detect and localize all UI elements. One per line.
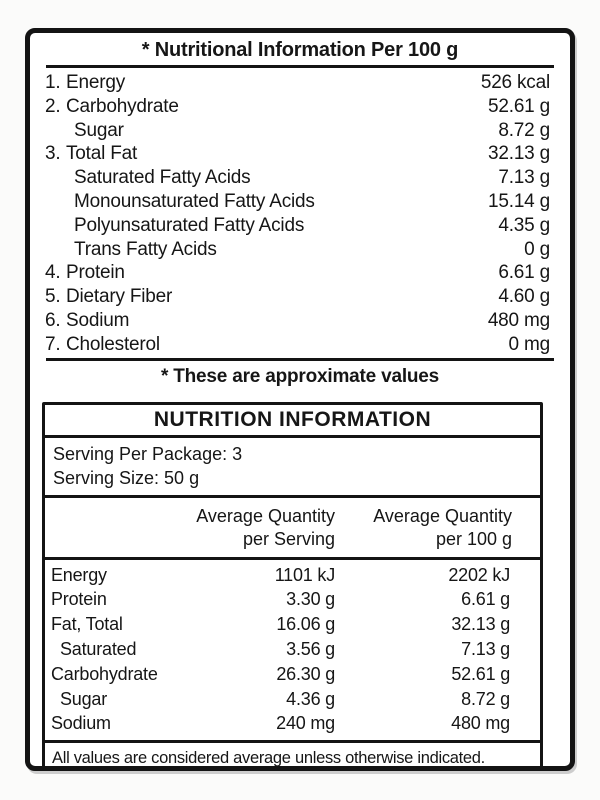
- nutrient-name: Protein: [66, 262, 125, 284]
- nutrient-value: 0 g: [524, 238, 550, 260]
- nutrient-row-cholesterol: 7. Cholesterol 0 mg: [45, 333, 550, 357]
- table-body: Energy 1101 kJ 2202 kJ Protein 3.30 g 6.…: [45, 560, 540, 741]
- footnote-divider: [46, 357, 554, 361]
- serving-info: Serving Per Package: 3 Serving Size: 50 …: [45, 438, 540, 498]
- column-header-per-100g: Average Quantity per 100 g: [373, 505, 512, 549]
- nutrient-row-protein: 4. Protein 6.61 g: [45, 261, 550, 285]
- row-per-serving-value: 240 mg: [276, 713, 335, 734]
- row-name: Carbohydrate: [51, 663, 158, 684]
- nutrient-name: Energy: [66, 72, 126, 93]
- table-row-sodium: Sodium 240 mg 480 mg: [45, 711, 540, 736]
- table-footer-note: All values are considered average unless…: [45, 740, 540, 766]
- nutrient-number: 2.: [45, 95, 61, 117]
- nutrient-row-total-fat: 3. Total Fat 32.13 g: [45, 142, 550, 166]
- nutrient-value: 7.13 g: [498, 167, 550, 189]
- nutrient-row-monounsaturated-fatty-acids: Monounsaturated Fatty Acids 15.14 g: [45, 190, 550, 214]
- table-row-sugar: Sugar 4.36 g 8.72 g: [45, 687, 540, 712]
- nutrition-information-table: NUTRITION INFORMATION Serving Per Packag…: [42, 401, 543, 766]
- nutrient-list: 1. Energy 526 kcal 2. Carbohydrate 52.61…: [45, 71, 550, 357]
- nutrient-name: Total Fat: [66, 143, 138, 165]
- nutrient-number: 6.: [45, 309, 61, 331]
- title-divider: [46, 65, 554, 68]
- label-outer-box: * Nutritional Information Per 100 g 1. E…: [25, 28, 575, 771]
- nutrient-value: 52.61 g: [488, 95, 550, 117]
- row-per-serving-value: 3.30 g: [286, 589, 335, 610]
- nutrient-number: 1.: [45, 72, 61, 93]
- table-row-saturated: Saturated 3.56 g 7.13 g: [45, 637, 540, 662]
- nutrient-value: 8.72 g: [498, 119, 550, 141]
- nutrient-name: Monounsaturated Fatty Acids: [74, 190, 315, 212]
- row-per-100g-value: 32.13 g: [451, 614, 510, 635]
- row-name: Protein: [51, 589, 107, 610]
- table-row-energy: Energy 1101 kJ 2202 kJ: [45, 563, 540, 588]
- nutrient-number: 4.: [45, 262, 61, 284]
- nutrient-value: 4.35 g: [498, 214, 550, 236]
- nutrient-number: 3.: [45, 143, 61, 165]
- nutrient-name: Saturated Fatty Acids: [74, 167, 251, 189]
- nutrient-name: Sugar: [74, 119, 124, 141]
- nutrient-row-sugar: Sugar 8.72 g: [45, 119, 550, 143]
- row-per-serving-value: 16.06 g: [276, 614, 335, 635]
- column-header-spacer: [45, 505, 195, 551]
- nutrient-value: 15.14 g: [488, 190, 550, 212]
- approximate-values-note: * These are approximate values: [160, 365, 440, 387]
- nutrient-row-carbohydrate: 2. Carbohydrate 52.61 g: [45, 95, 550, 119]
- nutrient-row-sodium: 6. Sodium 480 mg: [45, 309, 550, 333]
- nutrient-value: 6.61 g: [498, 262, 550, 284]
- nutrient-value: 32.13 g: [488, 143, 550, 165]
- table-row-carbohydrate: Carbohydrate 26.30 g 52.61 g: [45, 662, 540, 687]
- row-per-100g-value: 2202 kJ: [448, 564, 510, 585]
- serving-size: Serving Size: 50 g: [53, 467, 200, 488]
- row-per-100g-value: 8.72 g: [461, 688, 510, 709]
- nutrient-value: 4.60 g: [498, 286, 550, 308]
- serving-per-package: Serving Per Package: 3: [53, 443, 243, 464]
- row-per-100g-value: 52.61 g: [451, 663, 510, 684]
- nutrient-row-polyunsaturated-fatty-acids: Polyunsaturated Fatty Acids 4.35 g: [45, 214, 550, 238]
- nutrient-value: 0 mg: [508, 333, 551, 355]
- row-name: Saturated: [60, 638, 137, 659]
- nutrient-row-dietary-fiber: 5. Dietary Fiber 4.60 g: [45, 285, 550, 309]
- row-per-serving-value: 3.56 g: [286, 638, 335, 659]
- nutrient-number: 5.: [45, 286, 61, 308]
- nutrient-name: Cholesterol: [66, 333, 160, 355]
- nutrient-row-saturated-fatty-acids: Saturated Fatty Acids 7.13 g: [45, 166, 550, 190]
- table-row-fat-total: Fat, Total 16.06 g 32.13 g: [45, 612, 540, 637]
- row-per-100g-value: 480 mg: [451, 713, 510, 734]
- nutrient-value: 526 kcal: [480, 72, 550, 93]
- column-header-row: Average Quantity per Serving Average Qua…: [45, 498, 540, 560]
- row-per-serving-value: 4.36 g: [286, 688, 335, 709]
- row-name: Energy: [51, 564, 107, 585]
- nutrient-value: 480 mg: [487, 309, 550, 331]
- top-panel-title: * Nutritional Information Per 100 g: [141, 39, 459, 61]
- row-per-serving-value: 1101 kJ: [274, 564, 336, 585]
- table-title: NUTRITION INFORMATION: [45, 405, 540, 438]
- column-header-per-serving: Average Quantity per Serving: [196, 505, 335, 549]
- row-name: Sugar: [60, 688, 108, 709]
- nutrient-name: Dietary Fiber: [66, 286, 173, 308]
- row-per-serving-value: 26.30 g: [276, 663, 335, 684]
- row-per-100g-value: 6.61 g: [461, 589, 510, 610]
- nutrient-row-energy: 1. Energy 526 kcal: [45, 71, 550, 95]
- nutrient-name: Polyunsaturated Fatty Acids: [74, 214, 305, 236]
- table-row-protein: Protein 3.30 g 6.61 g: [45, 587, 540, 612]
- nutrient-number: 7.: [45, 333, 61, 355]
- nutrient-name: Sodium: [66, 309, 130, 331]
- nutrient-name: Carbohydrate: [66, 95, 179, 117]
- nutrient-row-trans-fatty-acids: Trans Fatty Acids 0 g: [45, 238, 550, 262]
- row-name: Fat, Total: [51, 614, 123, 635]
- row-per-100g-value: 7.13 g: [461, 638, 510, 659]
- row-name: Sodium: [51, 713, 111, 734]
- nutrient-name: Trans Fatty Acids: [74, 238, 217, 260]
